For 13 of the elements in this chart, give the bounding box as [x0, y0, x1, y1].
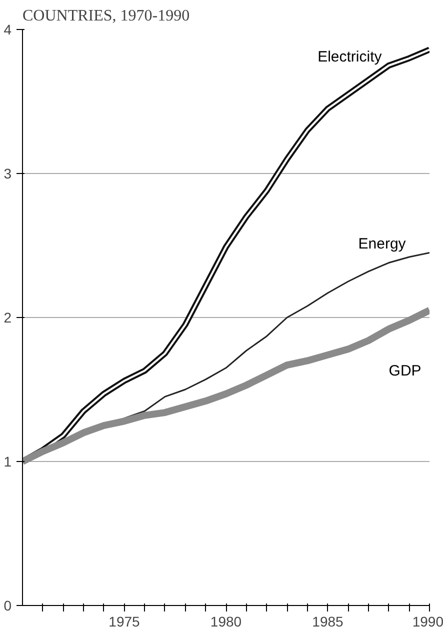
y-tick-label: 0	[4, 598, 12, 614]
x-tick-label: 1990	[412, 614, 443, 629]
chart-title: COUNTRIES, 1970-1990	[22, 8, 190, 24]
series-label: Energy	[358, 236, 406, 253]
x-tick-label: 1975	[108, 614, 140, 629]
y-tick-label: 4	[4, 22, 12, 38]
series-label: GDP	[388, 362, 422, 380]
x-tick-label: 1980	[210, 614, 242, 629]
x-tick-label: 1985	[312, 614, 344, 629]
y-tick-label: 1	[4, 454, 12, 470]
y-tick-label: 2	[4, 310, 12, 326]
series-label: Electricity	[318, 48, 382, 66]
y-tick-label: 3	[4, 166, 12, 182]
